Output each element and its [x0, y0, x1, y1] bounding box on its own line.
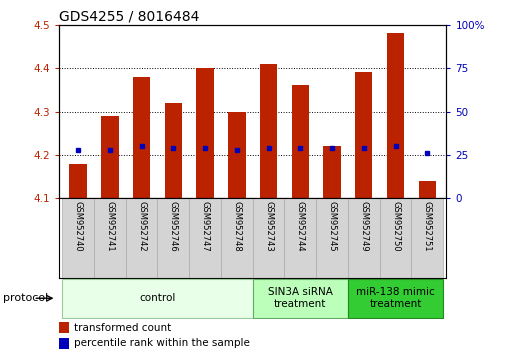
Text: transformed count: transformed count — [74, 322, 172, 332]
Bar — [157, 198, 189, 278]
Text: GSM952749: GSM952749 — [359, 201, 368, 251]
Text: GDS4255 / 8016484: GDS4255 / 8016484 — [59, 10, 200, 24]
Bar — [62, 198, 94, 278]
Text: GSM952742: GSM952742 — [137, 201, 146, 251]
Bar — [380, 198, 411, 278]
Text: percentile rank within the sample: percentile rank within the sample — [74, 338, 250, 348]
Text: GSM952747: GSM952747 — [201, 201, 209, 251]
Bar — [253, 279, 348, 318]
Bar — [348, 198, 380, 278]
Text: protocol: protocol — [3, 293, 48, 303]
Bar — [228, 112, 246, 198]
Bar — [165, 103, 182, 198]
Bar — [133, 77, 150, 198]
Text: GSM952745: GSM952745 — [327, 201, 337, 251]
Text: GSM952741: GSM952741 — [105, 201, 114, 251]
Bar — [126, 198, 157, 278]
Bar — [69, 164, 87, 198]
Bar — [387, 33, 404, 198]
Bar — [316, 198, 348, 278]
Text: GSM952740: GSM952740 — [73, 201, 83, 251]
Text: control: control — [139, 293, 175, 303]
Text: GSM952744: GSM952744 — [296, 201, 305, 251]
Text: GSM952750: GSM952750 — [391, 201, 400, 251]
Bar — [348, 279, 443, 318]
Bar — [59, 338, 69, 349]
Text: GSM952748: GSM952748 — [232, 201, 241, 251]
Bar — [196, 68, 214, 198]
Bar — [59, 322, 69, 333]
Bar — [355, 73, 372, 198]
Bar — [291, 85, 309, 198]
Text: GSM952751: GSM952751 — [423, 201, 432, 251]
Bar — [94, 198, 126, 278]
Bar — [253, 198, 284, 278]
Bar — [260, 64, 277, 198]
Text: SIN3A siRNA
treatment: SIN3A siRNA treatment — [268, 287, 333, 309]
Bar — [62, 279, 253, 318]
Text: miR-138 mimic
treatment: miR-138 mimic treatment — [356, 287, 435, 309]
Bar — [411, 198, 443, 278]
Bar — [101, 116, 119, 198]
Bar — [419, 181, 436, 198]
Text: GSM952743: GSM952743 — [264, 201, 273, 251]
Bar — [221, 198, 253, 278]
Bar — [189, 198, 221, 278]
Bar — [284, 198, 316, 278]
Text: GSM952746: GSM952746 — [169, 201, 178, 251]
Bar — [323, 146, 341, 198]
